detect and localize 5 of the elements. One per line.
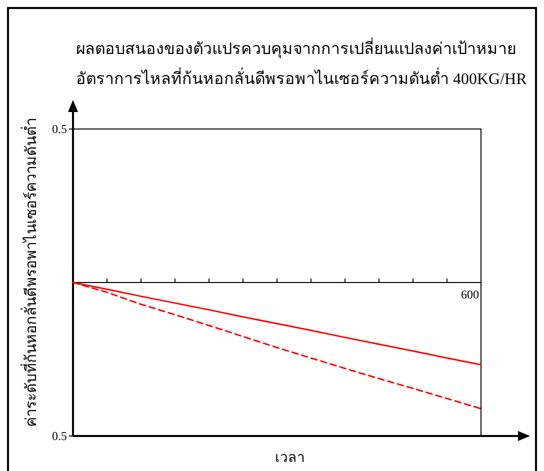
- x-axis-title: เวลา: [275, 451, 305, 466]
- y-tick-label: 0.5: [52, 429, 67, 443]
- y-tick-label: 0.5: [52, 122, 67, 136]
- y-axis-title: ค่าระดับที่ก้นหอกลั่นดีพรอพาไนเซอร์ความดันต่ำ: [20, 118, 40, 427]
- annotation: 600: [461, 288, 479, 302]
